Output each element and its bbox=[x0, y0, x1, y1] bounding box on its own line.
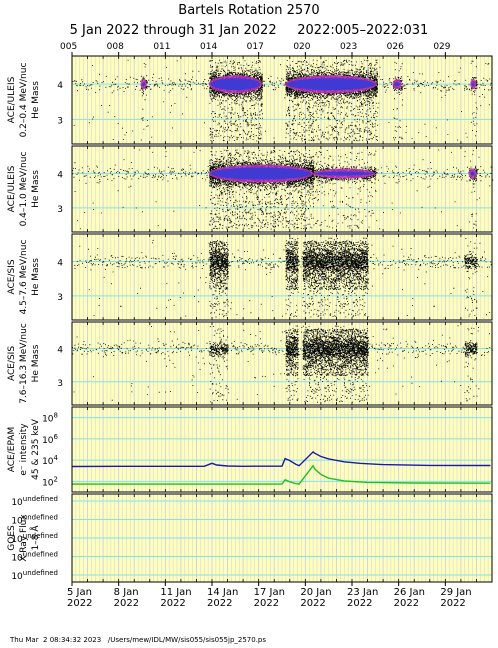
y-label-line: ACE/ULEIS bbox=[7, 76, 17, 123]
bottom-axis-date: 23 Jan bbox=[347, 587, 378, 598]
panel-frame bbox=[71, 145, 493, 233]
y-tick-label: 10undefined bbox=[11, 569, 58, 582]
y-axis-label: ACE/EPAM e⁻ intensity 45 & 235 keV bbox=[7, 418, 41, 480]
panel-4: 3 4 ACE/SIS 7.6–16.3 MeV/nuc He Mass bbox=[7, 321, 493, 406]
y-tick-label: 3 bbox=[57, 293, 63, 303]
top-axis-label: 020 bbox=[293, 42, 310, 52]
y-tick-label: 4 bbox=[57, 259, 63, 269]
bottom-axis-year: 2022 bbox=[254, 598, 279, 609]
y-label-line: He Mass bbox=[31, 170, 41, 208]
bottom-axis-date: 14 Jan bbox=[207, 587, 238, 598]
series-line-45keV bbox=[71, 450, 491, 468]
footer-path: /Users/mew/IDL/MW/sis055/sis055jp_2570.p… bbox=[107, 636, 267, 644]
panel-2: 3 4 ACE/ULEIS 0.4–1.0 MeV/nuc He Mass bbox=[7, 145, 494, 233]
y-tick-label: 3 bbox=[57, 205, 63, 215]
density-core bbox=[210, 78, 260, 91]
y-label-line: ACE/EPAM bbox=[7, 427, 17, 472]
top-axis-label: 023 bbox=[340, 42, 357, 52]
top-axis-label: 005 bbox=[60, 42, 77, 52]
density-core bbox=[142, 82, 145, 87]
footer: Thu Mar 2 08:34:32 2023 /Users/mew/IDL/M… bbox=[10, 636, 266, 644]
bottom-axis-year: 2022 bbox=[440, 598, 465, 609]
y-label-line: 1–8 Å bbox=[29, 525, 41, 551]
bottom-axis-year: 2022 bbox=[67, 598, 92, 609]
top-axis-label: 011 bbox=[153, 42, 170, 52]
footer-timestamp: Thu Mar 2 08:34:32 2023 bbox=[10, 636, 102, 644]
y-axis-label: GOES X-Ray Flux 1–8 Å bbox=[7, 514, 41, 562]
y-label-line: ACE/ULEIS bbox=[7, 165, 17, 212]
bottom-axis-date: 20 Jan bbox=[300, 587, 331, 598]
y-label-line: 45 & 235 keV bbox=[31, 418, 41, 480]
y-label-line: ACE/SIS bbox=[7, 346, 17, 381]
bottom-axis-date: 17 Jan bbox=[254, 587, 285, 598]
bottom-axis-date: 26 Jan bbox=[394, 587, 425, 598]
bottom-axis-date: 8 Jan bbox=[114, 587, 139, 598]
y-tick-label: 106 bbox=[42, 433, 58, 446]
y-axis-label: ACE/SIS 4.5–7.6 MeV/nuc He Mass bbox=[7, 240, 41, 315]
date-range: 5 Jan 2022 through 31 Jan 2022 bbox=[69, 23, 277, 38]
y-label-line: 0.2–0.4 MeV/nuc bbox=[19, 63, 29, 138]
y-label-line: 4.5–7.6 MeV/nuc bbox=[19, 240, 29, 315]
density-core bbox=[394, 82, 400, 87]
bottom-axis-date: 29 Jan bbox=[440, 587, 471, 598]
bottom-axis-year: 2022 bbox=[160, 598, 185, 609]
y-tick-label: 108 bbox=[42, 412, 58, 425]
top-axis-label: 029 bbox=[433, 42, 450, 52]
bottom-axis-year: 2022 bbox=[114, 598, 139, 609]
density-core bbox=[472, 82, 475, 87]
panel-frame bbox=[71, 55, 493, 145]
bottom-axis-year: 2022 bbox=[300, 598, 325, 609]
y-label-line: He Mass bbox=[31, 258, 41, 296]
y-tick-label: 102 bbox=[42, 475, 58, 488]
y-label-line: X-Ray Flux bbox=[19, 514, 29, 562]
y-axis-label: ACE/ULEIS 0.4–1.0 MeV/nuc He Mass bbox=[7, 152, 41, 227]
chart-title: Bartels Rotation 2570 bbox=[178, 3, 320, 18]
top-axis-label: 026 bbox=[387, 42, 404, 52]
y-tick-label: 4 bbox=[57, 171, 63, 181]
y-label-line: 7.6–16.3 MeV/nuc bbox=[19, 323, 29, 404]
density-core bbox=[287, 78, 375, 91]
top-axis-label: 017 bbox=[247, 42, 264, 52]
y-label-line: e⁻ intensity bbox=[19, 423, 29, 476]
y-axis-label: ACE/SIS 7.6–16.3 MeV/nuc He Mass bbox=[7, 323, 41, 404]
top-axis-label: 008 bbox=[107, 42, 124, 52]
panel-frame bbox=[71, 406, 493, 493]
bottom-axis-year: 2022 bbox=[347, 598, 372, 609]
bottom-axis-year: 2022 bbox=[394, 598, 419, 609]
y-axis-label: ACE/ULEIS 0.2–0.4 MeV/nuc He Mass bbox=[7, 63, 41, 138]
panel-1: 3 4 ACE/ULEIS 0.2–0.4 MeV/nuc He Mass bbox=[7, 55, 493, 145]
y-tick-label: 3 bbox=[57, 116, 63, 126]
density-core bbox=[210, 167, 312, 180]
density-core bbox=[315, 171, 374, 176]
bottom-axis-date: 5 Jan bbox=[67, 587, 92, 598]
scatter-points bbox=[72, 59, 493, 142]
y-label-line: GOES bbox=[7, 525, 17, 551]
panel-frame bbox=[71, 233, 493, 321]
bottom-axis-year: 2022 bbox=[207, 598, 232, 609]
y-tick-label: 3 bbox=[57, 379, 63, 389]
top-axis-label: 014 bbox=[200, 42, 217, 52]
y-tick-label: 10undefined bbox=[11, 495, 58, 508]
scatter-points bbox=[72, 149, 494, 230]
panel-frame bbox=[71, 321, 493, 406]
panel-3: 3 4 ACE/SIS 4.5–7.6 MeV/nuc He Mass bbox=[7, 233, 493, 321]
y-tick-label: 4 bbox=[57, 346, 63, 356]
series-line-235keV bbox=[72, 464, 491, 485]
y-tick-label: 104 bbox=[42, 454, 58, 467]
density-core bbox=[470, 171, 475, 176]
panel-frame bbox=[71, 493, 493, 583]
y-label-line: He Mass bbox=[31, 344, 41, 382]
doy-range: 2022:005–2022:031 bbox=[297, 23, 429, 38]
y-tick-label: 4 bbox=[57, 81, 63, 91]
chart-subtitle: 5 Jan 2022 through 31 Jan 2022 2022:005–… bbox=[0, 23, 498, 38]
y-label-line: ACE/SIS bbox=[7, 259, 17, 294]
y-label-line: 0.4–1.0 MeV/nuc bbox=[19, 152, 29, 227]
panel-6: 10undefined10undefined10undefined10undef… bbox=[7, 493, 493, 583]
y-label-line: He Mass bbox=[31, 81, 41, 119]
bottom-axis-date: 11 Jan bbox=[160, 587, 191, 598]
